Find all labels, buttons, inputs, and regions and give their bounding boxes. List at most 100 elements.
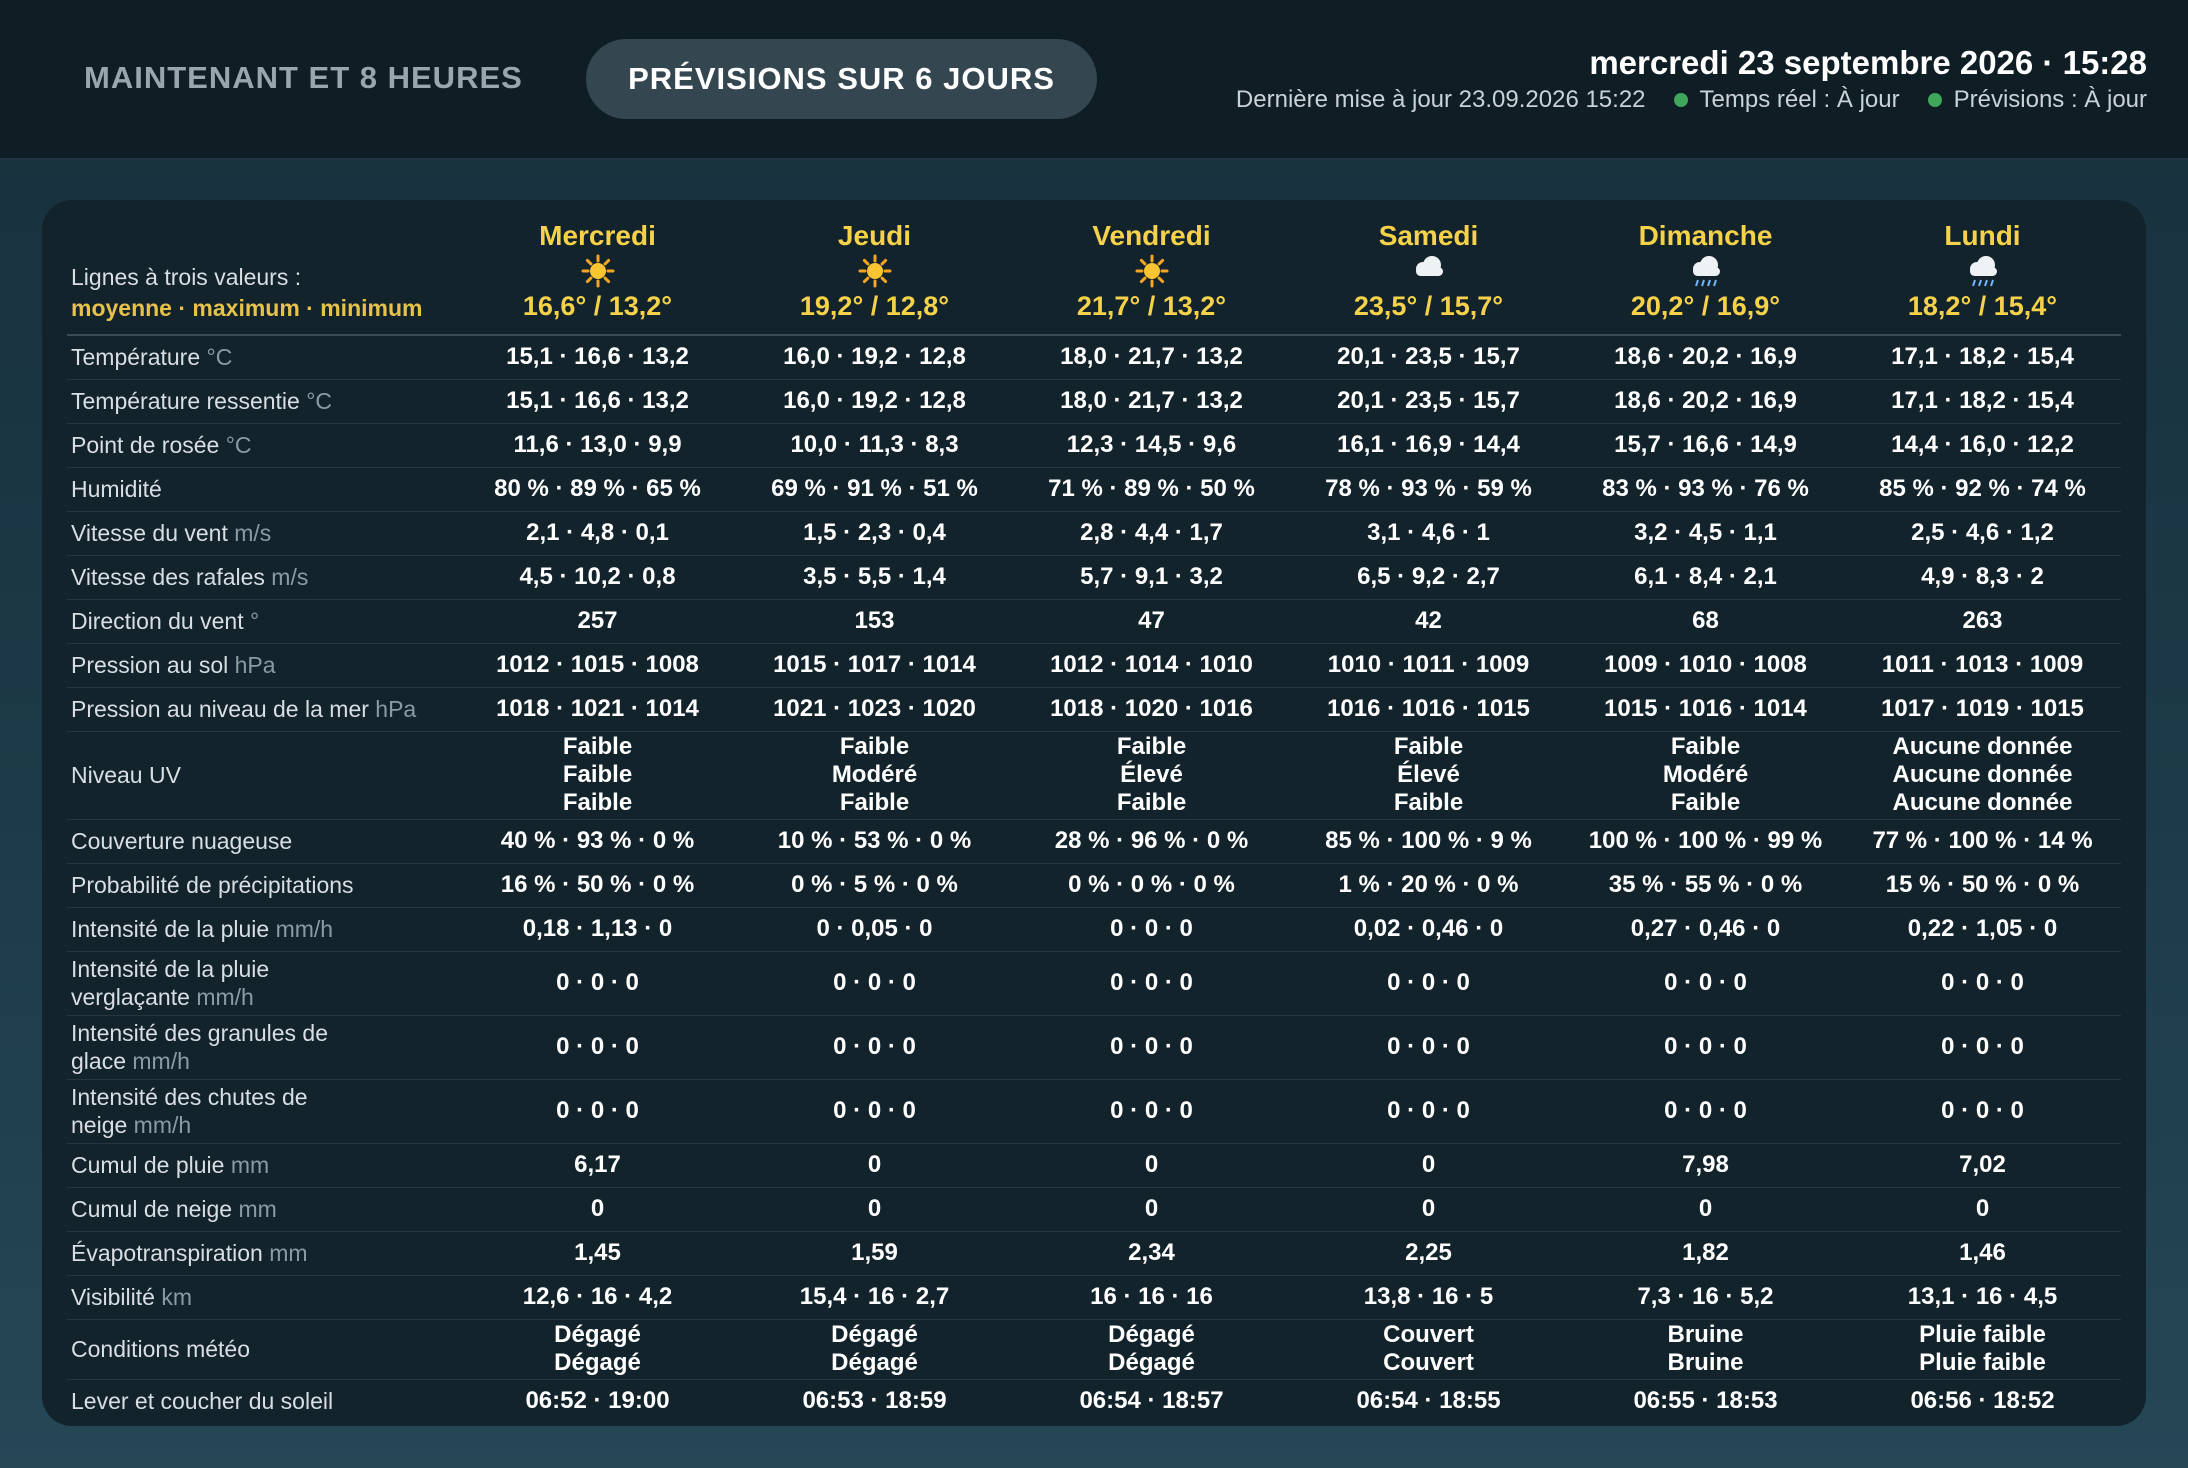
label-line: Visibilité km bbox=[71, 1283, 459, 1311]
label-text: Intensité des chutes de bbox=[71, 1084, 308, 1110]
cell-line: Aucune donnée bbox=[1892, 733, 2073, 760]
cell: 20,1 · 23,5 · 15,7 bbox=[1290, 335, 1567, 379]
cell-line: Faible bbox=[1116, 733, 1187, 760]
cell: 0 % · 0 % · 0 % bbox=[1013, 863, 1290, 907]
cell-value: 0,02 · 0,46 · 0 bbox=[1353, 915, 1504, 942]
unit: mm/h bbox=[196, 984, 254, 1010]
cell-line: Bruine bbox=[1667, 1321, 1744, 1348]
cell-value: 0 · 0 · 0 bbox=[1110, 969, 1193, 996]
cell-value: 1021 · 1023 · 1020 bbox=[773, 695, 976, 722]
cell: 0 bbox=[736, 1187, 1013, 1231]
status-text: Prévisions : À jour bbox=[1953, 86, 2147, 113]
cell-value: 13,8 · 16 · 5 bbox=[1363, 1283, 1494, 1310]
row-label: Cumul de pluie mm bbox=[67, 1143, 459, 1187]
cell-value: 18,0 · 21,7 · 13,2 bbox=[1060, 387, 1243, 414]
cell-line: Pluie faible bbox=[1919, 1321, 2046, 1348]
cell: 42 bbox=[1290, 599, 1567, 643]
cell: Faible Modéré Faible bbox=[736, 731, 1013, 819]
cell: 15,4 · 16 · 2,7 bbox=[736, 1275, 1013, 1319]
weather-icon bbox=[1969, 256, 1997, 287]
label-text: Pression au niveau de la mer bbox=[71, 696, 369, 722]
cell-value: 0 · 0 · 0 bbox=[1387, 969, 1470, 996]
row-label: Pression au niveau de la mer hPa bbox=[67, 687, 459, 731]
cell-value: 15 % · 50 % · 0 % bbox=[1885, 871, 2080, 898]
row-label: Point de rosée °C bbox=[67, 423, 459, 467]
label-text: Humidité bbox=[71, 476, 162, 502]
label-line: Direction du vent ° bbox=[71, 607, 459, 635]
cell-value: 16,0 · 19,2 · 12,8 bbox=[783, 343, 966, 371]
row-label: Niveau UV bbox=[67, 731, 459, 819]
label-text: Conditions météo bbox=[71, 1336, 250, 1362]
table-row: Pression au niveau de la mer hPa 1018 · 1… bbox=[67, 687, 2121, 731]
tab-active[interactable]: PRÉVISIONS SUR 6 JOURS bbox=[586, 39, 1097, 119]
cell-value: 2,8 · 4,4 · 1,7 bbox=[1080, 519, 1223, 546]
cell-value: 71 % · 89 % · 50 % bbox=[1048, 475, 1255, 502]
cell-value: 0 · 0 · 0 bbox=[833, 1097, 916, 1124]
day-temps: 18,2° / 15,4° bbox=[1907, 291, 2058, 321]
table-row: Niveau UV Faible Faible Faible Faible Modéré F… bbox=[67, 731, 2121, 819]
cell-value: 0 · 0 · 0 bbox=[556, 1033, 639, 1060]
cell-line: Faible bbox=[1670, 733, 1741, 760]
day-temps: 21,7° / 13,2° bbox=[1076, 291, 1227, 321]
cell-value: 10,0 · 11,3 · 8,3 bbox=[790, 431, 959, 458]
cell-value: 0 · 0 · 0 bbox=[556, 1097, 639, 1124]
table-row: Couverture nuageuse 40 % · 93 % · 0 % 10 %… bbox=[67, 819, 2121, 863]
cell-value: 12,6 · 16 · 4,2 bbox=[522, 1283, 673, 1310]
status: Temps réel : À jour bbox=[1673, 86, 1900, 114]
cell: 1,82 bbox=[1567, 1231, 1844, 1275]
cell: 0 · 0 · 0 bbox=[1013, 1079, 1290, 1143]
cell: 06:53 · 18:59 bbox=[736, 1379, 1013, 1423]
cell-value: 0 % · 5 % · 0 % bbox=[791, 871, 958, 898]
sun-ray bbox=[862, 258, 869, 266]
cell-value: 2,34 bbox=[1128, 1239, 1175, 1266]
cell: 3,1 · 4,6 · 1 bbox=[1290, 511, 1567, 555]
cell: 1011 · 1013 · 1009 bbox=[1844, 643, 2121, 687]
cell-value: 1012 · 1015 · 1008 bbox=[496, 651, 699, 678]
cell-value: 6,5 · 9,2 · 2,7 bbox=[1357, 563, 1500, 590]
cell: 0 bbox=[1290, 1143, 1567, 1187]
cell-value: 15,4 · 16 · 2,7 bbox=[799, 1283, 950, 1310]
legend: Lignes à trois valeurs : moyenne · maximu… bbox=[67, 214, 459, 335]
label-line: Température °C bbox=[71, 343, 459, 371]
row-label: Pression au sol hPa bbox=[67, 643, 459, 687]
cell-value: 1015 · 1016 · 1014 bbox=[1604, 695, 1807, 722]
cell: 0 · 0 · 0 bbox=[459, 951, 736, 1015]
cell: 4,9 · 8,3 · 2 bbox=[1844, 555, 2121, 599]
cell: 3,2 · 4,5 · 1,1 bbox=[1567, 511, 1844, 555]
cell-value: 2,25 bbox=[1405, 1239, 1452, 1266]
label-line: Cumul de pluie mm bbox=[71, 1151, 459, 1179]
cell-value: 16,1 · 16,9 · 14,4 bbox=[1337, 431, 1520, 458]
forecast-table: Lignes à trois valeurs : moyenne · maximu… bbox=[67, 214, 2121, 1423]
cell-value: 20,1 · 23,5 · 15,7 bbox=[1337, 343, 1520, 371]
cell-value: 1009 · 1010 · 1008 bbox=[1604, 651, 1807, 678]
weather-icon bbox=[581, 254, 614, 288]
cell-line: Couvert bbox=[1383, 1321, 1474, 1348]
cell-value: 6,1 · 8,4 · 2,1 bbox=[1634, 563, 1777, 590]
cell-value: 0 bbox=[1144, 1151, 1159, 1178]
tab[interactable]: MAINTENANT ET 8 HEURES bbox=[84, 60, 523, 95]
cell: 11,6 · 13,0 · 9,9 bbox=[459, 423, 736, 467]
cell: 3,5 · 5,5 · 1,4 bbox=[736, 555, 1013, 599]
cell: 1012 · 1015 · 1008 bbox=[459, 643, 736, 687]
table-row: Visibilité km 12,6 · 16 · 4,2 15,4 · 16 · … bbox=[67, 1275, 2121, 1319]
cell-value: 17,1 · 18,2 · 15,4 bbox=[1891, 387, 2074, 414]
table-row: Intensité de la pluie verglaçante mm/h 0 ·… bbox=[67, 951, 2121, 1015]
table-row: Direction du vent ° 257 153 47 42 68 263 bbox=[67, 599, 2121, 643]
cell: 1 % · 20 % · 0 % bbox=[1290, 863, 1567, 907]
cloud bbox=[1692, 256, 1720, 276]
cell: 12,3 · 14,5 · 9,6 bbox=[1013, 423, 1290, 467]
cell: 06:54 · 18:55 bbox=[1290, 1379, 1567, 1423]
cell-value: 4,5 · 10,2 · 0,8 bbox=[519, 563, 676, 590]
cell-value: 77 % · 100 % · 14 % bbox=[1872, 827, 2093, 854]
cell-value: 06:52 · 19:00 bbox=[525, 1387, 670, 1415]
row-label: Intensité des chutes de neige mm/h bbox=[67, 1079, 459, 1143]
cell: 69 % · 91 % · 51 % bbox=[736, 467, 1013, 511]
label-line: Pression au niveau de la mer hPa bbox=[71, 695, 459, 723]
cell: 2,8 · 4,4 · 1,7 bbox=[1013, 511, 1290, 555]
cell-value: 1017 · 1019 · 1015 bbox=[1881, 695, 2084, 722]
cell: 06:54 · 18:57 bbox=[1013, 1379, 1290, 1423]
cell: 2,5 · 4,6 · 1,2 bbox=[1844, 511, 2121, 555]
cell-value: 69 % · 91 % · 51 % bbox=[771, 475, 978, 502]
row-label: Intensité de la pluie mm/h bbox=[67, 907, 459, 951]
label-line: Humidité bbox=[71, 475, 459, 503]
